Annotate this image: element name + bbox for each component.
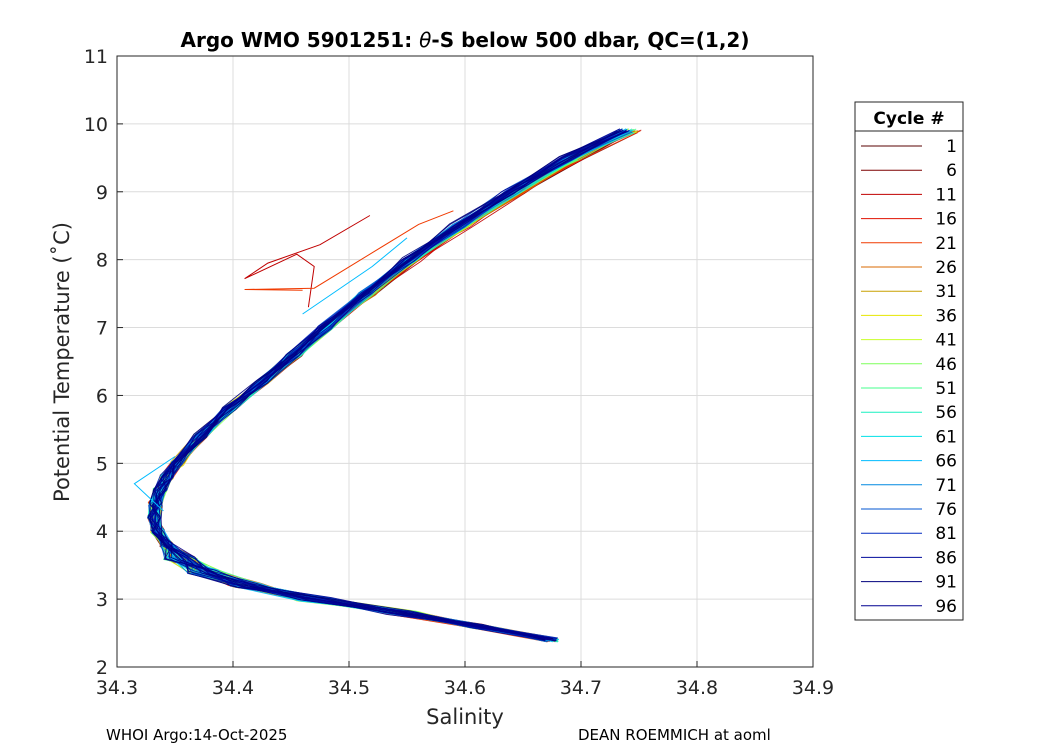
- y-tick-label: 5: [96, 453, 108, 475]
- x-tick-label: 34.3: [96, 677, 138, 699]
- cycle-profile-line: [244, 215, 371, 308]
- legend-entry-label: 21: [935, 234, 957, 254]
- x-axis-label: Salinity: [426, 705, 504, 729]
- x-tick-label: 34.8: [676, 677, 718, 699]
- y-tick-label: 8: [96, 250, 108, 272]
- y-tick-label: 10: [84, 114, 108, 136]
- chart-title: Argo WMO 5901251: θ-S below 500 dbar, QC…: [181, 28, 750, 52]
- legend-entry-label: 36: [935, 306, 957, 326]
- legend-entry-label: 91: [935, 573, 957, 593]
- footer-right: DEAN ROEMMICH at aoml: [578, 726, 771, 744]
- legend-entry-label: 1: [946, 137, 957, 157]
- legend-entry-label: 41: [935, 331, 957, 351]
- cycle-profile-line: [133, 456, 176, 512]
- legend-entry-label: 11: [935, 185, 957, 205]
- legend-entry-label: 51: [935, 379, 957, 399]
- legend-entry-label: 31: [935, 282, 957, 302]
- y-tick-label: 7: [96, 318, 108, 340]
- legend-entry-label: 6: [946, 161, 957, 181]
- x-tick-label: 34.9: [792, 677, 834, 699]
- y-tick-label: 6: [96, 385, 108, 407]
- y-tick-label: 3: [96, 589, 108, 611]
- footer-left: WHOI Argo:14-Oct-2025: [106, 726, 288, 744]
- plot-frame: [116, 55, 814, 668]
- cycle-profile-line: [150, 130, 627, 639]
- cycle-profile-line: [302, 237, 408, 315]
- legend-entry-label: 61: [935, 427, 957, 447]
- cycle-profile-line: [150, 132, 624, 642]
- cycle-profile-line: [151, 129, 624, 642]
- legend-entry-label: 71: [935, 476, 957, 496]
- y-tick-label: 9: [96, 182, 108, 204]
- profile-series: [133, 128, 642, 643]
- cycle-profile-line: [149, 130, 621, 641]
- legend-title: Cycle #: [873, 109, 944, 129]
- y-tick-labels: 2 3 4 5 6 7 8 9 10 11: [84, 46, 108, 679]
- legend-entry-label: 86: [935, 548, 957, 568]
- x-tick-labels: 34.3 34.4 34.5 34.6 34.7 34.8 34.9: [96, 677, 834, 699]
- y-tick-label: 11: [84, 46, 108, 68]
- y-tick-label: 2: [96, 657, 108, 679]
- x-tick-label: 34.5: [328, 677, 370, 699]
- x-tick-label: 34.7: [560, 677, 602, 699]
- x-tick-label: 34.6: [444, 677, 486, 699]
- legend-entry-label: 76: [935, 500, 957, 520]
- legend-entry-label: 26: [935, 258, 957, 278]
- cycle-profile-line: [244, 210, 454, 291]
- legend-entry-label: 66: [935, 452, 957, 472]
- legend-entry-label: 16: [935, 210, 957, 230]
- y-tick-label: 4: [96, 521, 108, 543]
- legend-entry-label: 46: [935, 355, 957, 375]
- legend-entry-label: 81: [935, 524, 957, 544]
- legend: Cycle # 16111621263136414651566166717681…: [854, 101, 964, 621]
- legend-entry-label: 56: [935, 403, 957, 423]
- y-axis-label: Potential Temperature (˚C): [50, 222, 74, 502]
- legend-entry-label: 96: [935, 597, 957, 617]
- x-tick-label: 34.4: [212, 677, 254, 699]
- cycle-profile-line: [155, 130, 619, 642]
